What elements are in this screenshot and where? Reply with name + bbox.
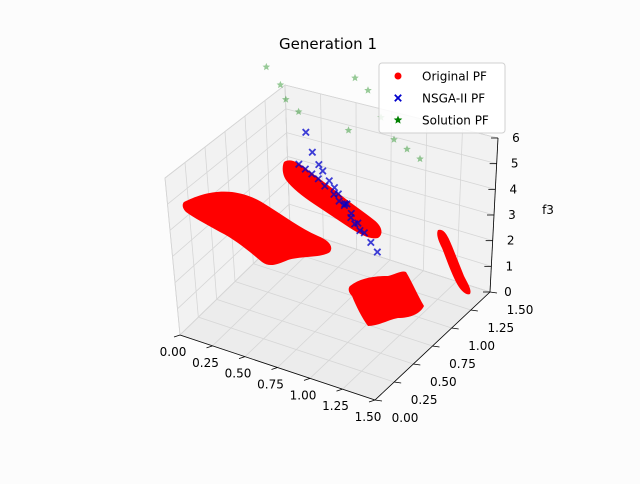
legend-box [378,62,506,134]
wall-grid-z [167,108,497,205]
nsga-ii-point [343,200,351,208]
legend-label: NSGA-II PF [422,92,485,106]
legend-label: Original PF [422,70,487,84]
original-pf-region-4 [437,229,471,295]
nsga-ii-point [301,165,310,173]
nsga-ii-point [373,248,382,256]
solution-point [416,154,424,163]
nsga-ii-point [308,148,317,157]
nsga-ii-point [347,209,356,218]
original-pf-region-1 [182,191,332,266]
y-tick-label: 0.75 [449,357,476,371]
nsga-ii-point [340,199,349,208]
z-axis-label: f3 [542,203,554,217]
solution-point [364,86,372,94]
nsga-ii-point [325,176,334,185]
solution-point [294,107,303,115]
solution-point [403,145,411,153]
x-tick-label: 1.50 [355,410,382,424]
x-tick-label: 1.00 [290,388,317,402]
x-tick-label: 0.75 [257,378,284,392]
x-tick-label: 0.50 [225,367,252,381]
y-tick [432,345,440,348]
z-tick-label: 5 [511,157,519,171]
y-tick-label: 1.50 [507,303,534,317]
series-nsga-ii-pf [294,128,382,256]
x-tick-label: 0.00 [160,345,187,359]
solution-point [344,126,353,134]
solution-point [390,135,398,143]
y-tick-label: 1.25 [487,321,514,335]
z-tick-label: 6 [512,131,520,145]
original-pf-region-3 [348,271,424,326]
y-tick [451,327,459,330]
z-tick-label: 3 [508,208,516,222]
solution-point [351,73,359,82]
x-tick [368,399,376,403]
y-tick [489,291,498,294]
x-tick [206,345,213,349]
z-tick-label: 1 [506,259,514,273]
nsga-ii-point [334,190,343,198]
legend: Original PF NSGA-II PF Solution PF [378,62,506,134]
y-tick [374,399,383,402]
y-tick [470,309,478,312]
nsga-ii-point [294,160,303,169]
legend-marker-original-pf [394,72,402,80]
y-tick-label: 1.00 [468,339,495,353]
solution-point [276,80,285,89]
wall-grid-z [177,203,492,310]
nsga-ii-point [314,160,323,169]
nsga-ii-point [314,174,323,183]
y-tick-label: 0.00 [392,411,419,425]
z-tick-label: 0 [504,285,512,299]
y-tick [394,381,402,384]
series-original-pf [182,160,471,326]
floor-grid-y [198,316,395,383]
solution-point [262,62,271,71]
nsga-ii-point [330,183,339,192]
series-solution-pf [262,62,424,163]
z-tick-label: 4 [510,182,518,196]
nsga-ii-point [366,238,375,247]
tick-labels: 0.00 0.25 0.50 0.75 1.00 1.25 1.50 0.00 0.25 0.50… [160,131,534,425]
original-pf-region-2 [282,160,382,239]
legend-label: Solution PF [422,114,489,128]
solution-point [282,95,290,103]
x-tick-label: 0.25 [192,356,219,370]
legend-marker-solution-pf [393,115,403,124]
x-tick [271,367,278,370]
nsga-ii-point [318,167,327,175]
x-tick-label: 1.25 [322,399,349,413]
y-tick [413,363,421,366]
x-tick [173,334,181,338]
y-tick-label: 0.25 [411,393,438,407]
x-tick [336,388,343,392]
y-tick-label: 0.50 [430,375,457,389]
nsga-ii-point [301,128,310,137]
nsga-ii-point [360,228,369,237]
nsga-ii-point [356,226,364,235]
floor-grid-y [234,281,433,347]
legend-marker-nsga-ii-pf [394,94,402,102]
chart-title: Generation 1 [279,35,377,53]
x-tick [303,377,311,381]
z-tick-label: 2 [507,234,515,248]
nsga-ii-point [307,170,316,178]
x-tick [238,356,246,360]
floor-grid-y [216,298,414,365]
nsga-ii-point [353,219,362,227]
